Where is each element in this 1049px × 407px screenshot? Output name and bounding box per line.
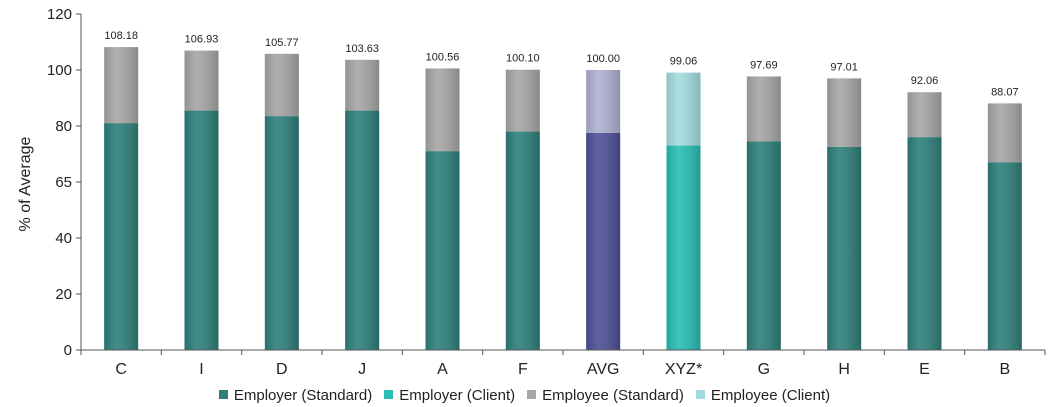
bar-shading: [505, 69, 540, 132]
bar-shading: [104, 47, 139, 124]
y-tick-label: 120: [47, 6, 72, 23]
y-tick-label: 65: [55, 174, 72, 191]
bar-shading: [746, 76, 781, 142]
x-tick-label: B: [999, 361, 1010, 378]
x-tick-label: XYZ*: [665, 361, 702, 378]
x-tick-label: I: [199, 361, 203, 378]
data-label: 97.01: [830, 61, 858, 73]
x-axis: C I D J A F AVG XYZ* G H E B: [80, 349, 1046, 378]
legend-label: Employee (Client): [710, 387, 831, 404]
legend-label: Employer (Client): [399, 387, 516, 404]
legend-swatch: [384, 390, 394, 399]
legend: Employer (Standard) Employer (Client) Empl…: [0, 387, 1049, 404]
bar-shading: [827, 78, 862, 147]
bar-shading: [987, 103, 1022, 163]
legend-label: Employer (Standard): [233, 387, 373, 404]
bar-shading: [505, 131, 540, 350]
legend-swatch: [695, 390, 705, 399]
bar-shading: [104, 123, 139, 350]
bar-shading: [425, 151, 460, 350]
data-label: 99.06: [670, 56, 698, 68]
data-label: 106.93: [185, 34, 219, 46]
bar-shading: [184, 110, 219, 350]
bar-shading: [907, 137, 942, 350]
bar-shading: [184, 50, 219, 111]
bar-chart: % of Average 0 20 40 65 80 100 120 108.18 106.9…: [17, 6, 1046, 378]
x-tick-label: F: [518, 361, 528, 378]
y-tick-label: 100: [47, 62, 72, 79]
data-label: 100.10: [506, 53, 540, 65]
y-axis: 0 20 40 65 80 100 120: [47, 6, 82, 359]
legend-item: Employee (Client): [695, 387, 831, 404]
legend-swatch: [218, 390, 228, 399]
data-label: 103.63: [345, 43, 379, 55]
bar-shading: [827, 147, 862, 350]
legend-label: Employee (Standard): [542, 387, 684, 404]
data-label: 100.56: [426, 51, 460, 63]
data-label: 108.18: [104, 30, 138, 42]
x-tick-label: D: [276, 361, 288, 378]
data-label: 105.77: [265, 37, 299, 49]
bar-shading: [345, 110, 380, 350]
x-tick-label: E: [919, 361, 930, 378]
bar-shading: [746, 141, 781, 350]
x-tick-label: A: [437, 361, 448, 378]
legend-item: Employer (Standard): [218, 387, 373, 404]
legend-swatch: [527, 390, 537, 399]
data-label: 97.69: [750, 59, 778, 71]
data-label: 100.00: [586, 53, 620, 65]
bar-shading: [264, 116, 299, 350]
y-axis-label: % of Average: [17, 136, 34, 231]
bar-shading: [586, 70, 621, 133]
bar-shading: [425, 68, 460, 152]
x-tick-label: H: [838, 361, 850, 378]
bars: 108.18 106.93 105.77 103.63 100.56 100.10 100.…: [104, 30, 1022, 350]
legend-item: Employee (Standard): [527, 387, 684, 404]
y-tick-label: 80: [55, 118, 72, 135]
x-tick-label: C: [115, 361, 127, 378]
y-tick-label: 40: [55, 230, 72, 247]
legend-item: Employer (Client): [384, 387, 515, 404]
data-label: 88.07: [991, 86, 1019, 98]
data-label: 92.06: [911, 75, 939, 87]
bar-shading: [907, 92, 942, 138]
x-tick-label: J: [358, 361, 366, 378]
y-tick-label: 20: [55, 286, 72, 303]
bar-shading: [345, 59, 380, 111]
x-tick-label: G: [758, 361, 770, 378]
y-tick-label: 0: [64, 342, 72, 359]
bar-shading: [586, 133, 621, 350]
bar-shading: [666, 72, 701, 146]
x-tick-label: AVG: [587, 361, 620, 378]
bar-shading: [987, 162, 1022, 350]
bar-shading: [666, 145, 701, 350]
bar-shading: [264, 53, 299, 117]
